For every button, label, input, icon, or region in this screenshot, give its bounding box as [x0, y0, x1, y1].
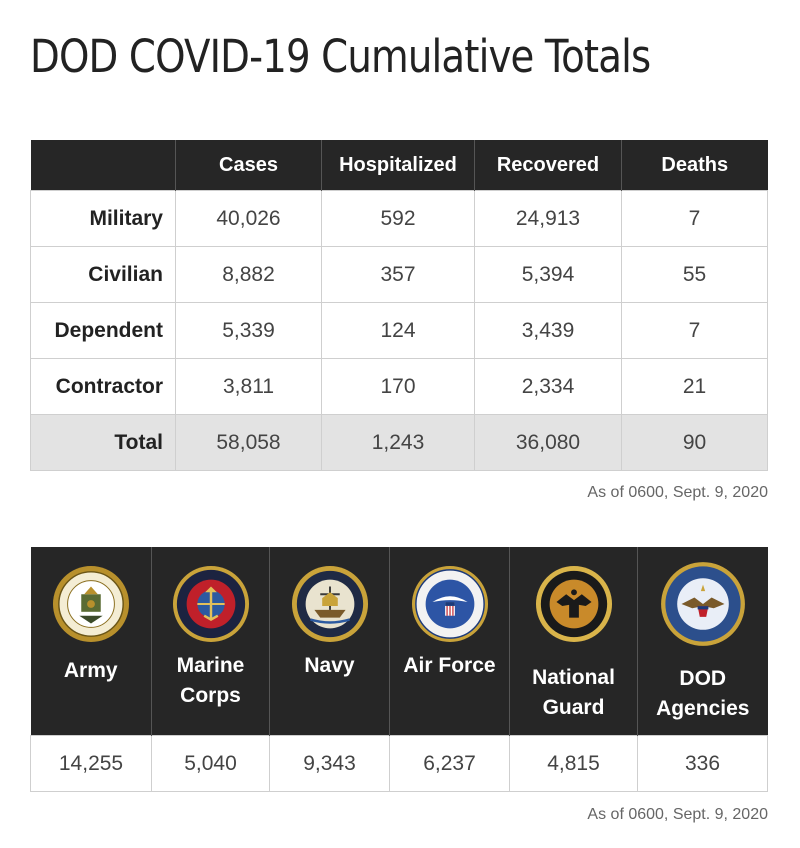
total-row: Total 58,058 1,243 36,080 90 — [30, 414, 768, 471]
table-row: Dependent 5,339 124 3,439 7 — [30, 302, 768, 359]
totals-header-row: Cases Hospitalized Recovered Deaths — [30, 140, 768, 191]
deaths-cell: 55 — [621, 246, 768, 303]
hospitalized-cell: 1,243 — [321, 414, 475, 471]
cases-cell: 8,882 — [175, 246, 322, 303]
hospitalized-cell: 592 — [321, 190, 475, 247]
hospitalized-cell: 170 — [321, 358, 475, 415]
branch-name: National Guard — [532, 666, 615, 719]
row-label: Military — [30, 190, 176, 247]
hospitalized-cell: 124 — [321, 302, 475, 359]
cases-cell: 40,026 — [175, 190, 322, 247]
branches-as-of-note: As of 0600, Sept. 9, 2020 — [587, 806, 768, 823]
recovered-cell: 2,334 — [474, 358, 622, 415]
header-cases: Cases — [175, 140, 322, 191]
branch-name: Air Force — [403, 654, 496, 677]
cases-cell: 5,339 — [175, 302, 322, 359]
marine-corps-seal-icon — [172, 565, 249, 643]
cases-cell: 3,811 — [175, 358, 322, 415]
deaths-cell: 7 — [621, 190, 768, 247]
totals-table: Cases Hospitalized Recovered Deaths Mili… — [30, 140, 768, 471]
branch-header-air-force: Air Force — [389, 547, 510, 736]
army-cases-cell: 14,255 — [30, 735, 152, 792]
deaths-cell: 90 — [621, 414, 768, 471]
header-recovered: Recovered — [474, 140, 622, 191]
recovered-cell: 24,913 — [474, 190, 622, 247]
table-row: Contractor 3,811 170 2,334 21 — [30, 358, 768, 415]
branch-header-marine-corps: Marine Corps — [151, 547, 270, 736]
row-label: Dependent — [30, 302, 176, 359]
navy-cases-cell: 9,343 — [269, 735, 390, 792]
branches-header-row: Army Marine Corps — [30, 547, 768, 736]
row-label: Civilian — [30, 246, 176, 303]
air-force-seal-icon — [411, 565, 488, 643]
branch-header-national-guard: National Guard — [509, 547, 638, 736]
deaths-cell: 7 — [621, 302, 768, 359]
branch-name: Navy — [304, 654, 355, 677]
recovered-cell: 5,394 — [474, 246, 622, 303]
header-blank — [30, 140, 176, 191]
branches-table: Army Marine Corps — [30, 547, 768, 792]
navy-seal-icon — [291, 565, 368, 643]
branch-name: Marine Corps — [176, 654, 245, 707]
table-row: Civilian 8,882 357 5,394 55 — [30, 246, 768, 303]
branch-header-navy: Navy — [269, 547, 390, 736]
recovered-cell: 3,439 — [474, 302, 622, 359]
marine-corps-cases-cell: 5,040 — [151, 735, 270, 792]
branch-header-dod-agencies: DOD Agencies — [637, 547, 768, 736]
national-guard-cases-cell: 4,815 — [509, 735, 638, 792]
branch-name: DOD Agencies — [656, 667, 750, 720]
cases-cell: 58,058 — [175, 414, 322, 471]
row-label: Contractor — [30, 358, 176, 415]
table-row: 14,255 5,040 9,343 6,237 4,815 336 — [30, 735, 768, 792]
dod-seal-icon — [660, 562, 745, 646]
branch-name: Army — [63, 659, 118, 682]
army-seal-icon — [52, 565, 129, 643]
recovered-cell: 36,080 — [474, 414, 622, 471]
deaths-cell: 21 — [621, 358, 768, 415]
air-force-cases-cell: 6,237 — [389, 735, 510, 792]
branch-header-army: Army — [30, 547, 152, 736]
table-row: Military 40,026 592 24,913 7 — [30, 190, 768, 247]
hospitalized-cell: 357 — [321, 246, 475, 303]
row-label: Total — [30, 414, 176, 471]
page-title: DOD COVID-19 Cumulative Totals — [30, 30, 651, 83]
header-deaths: Deaths — [621, 140, 768, 191]
totals-as-of-note: As of 0600, Sept. 9, 2020 — [587, 484, 768, 501]
dod-agencies-cases-cell: 336 — [637, 735, 768, 792]
national-guard-seal-icon — [535, 565, 612, 643]
header-hospitalized: Hospitalized — [321, 140, 475, 191]
